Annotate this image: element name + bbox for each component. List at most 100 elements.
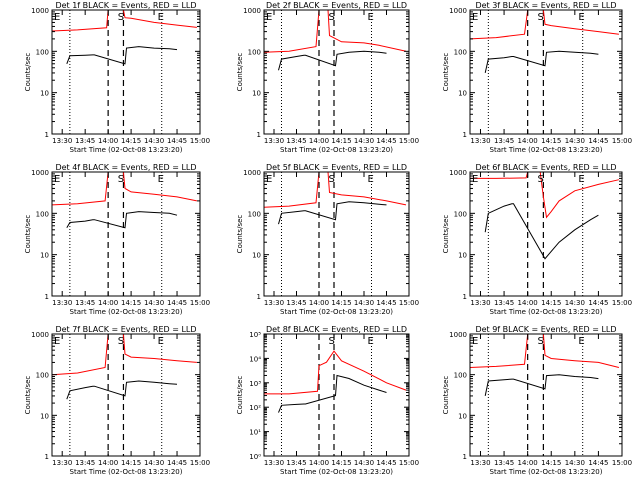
x-tick-label: 14:00 — [518, 137, 538, 145]
event-marker: S — [329, 12, 335, 23]
x-tick-label: 13:30 — [52, 137, 72, 145]
y-tick-label: 10 — [458, 252, 467, 260]
chart-title: Det 6f BLACK = Events, RED = LLD — [475, 163, 616, 172]
y-axis-label: Counts/sec — [442, 376, 450, 415]
x-tick-label: 15:00 — [612, 299, 632, 307]
x-tick-label: 15:00 — [399, 459, 419, 467]
events-series-line — [484, 50, 599, 74]
x-tick-label: 14:30 — [354, 299, 374, 307]
y-tick-label: 10 — [458, 412, 467, 420]
x-tick-label: 13:30 — [470, 299, 490, 307]
x-axis-label: Start Time (02-Oct-08 13:23:20) — [70, 146, 183, 154]
event-marker: S — [329, 174, 335, 185]
plot-frame — [469, 333, 623, 457]
x-tick-label: 14:15 — [121, 137, 141, 145]
x-tick-label: 15:00 — [612, 137, 632, 145]
x-tick-label: 14:15 — [541, 459, 561, 467]
events-series-line — [278, 201, 387, 225]
event-marker: E — [578, 336, 584, 347]
y-tick-label: 100 — [248, 210, 261, 218]
x-tick-label: 14:15 — [541, 299, 561, 307]
y-tick-label: 10³ — [249, 380, 261, 388]
event-marker: E — [578, 12, 584, 23]
x-tick-label: 14:00 — [309, 137, 329, 145]
x-tick-label: 13:45 — [75, 137, 95, 145]
x-axis-label: Start Time (02-Oct-08 13:23:20) — [490, 308, 603, 316]
event-marker: E — [472, 336, 478, 347]
x-axis-label: Start Time (02-Oct-08 13:23:20) — [280, 308, 393, 316]
x-axis-label: Start Time (02-Oct-08 13:23:20) — [490, 146, 603, 154]
chart-title: Det 2f BLACK = Events, RED = LLD — [266, 1, 407, 10]
y-axis-label: Counts/sec — [442, 53, 450, 92]
y-tick-label: 100 — [454, 210, 467, 218]
y-tick-label: 10 — [252, 90, 261, 98]
x-tick-label: 14:30 — [565, 459, 585, 467]
y-tick-label: 1000 — [449, 169, 467, 177]
events-series-line — [278, 50, 387, 71]
x-tick-label: 13:45 — [494, 299, 514, 307]
y-axis-label: Counts/sec — [236, 53, 244, 92]
x-tick-label: 14:30 — [354, 459, 374, 467]
plot-frame — [469, 9, 623, 135]
x-tick-label: 13:45 — [75, 299, 95, 307]
y-tick-label: 1000 — [31, 7, 49, 15]
plot-frame — [51, 333, 201, 457]
y-tick-label: 10 — [458, 90, 467, 98]
y-tick-label: 10² — [249, 404, 261, 412]
lld-series-line — [51, 171, 197, 206]
y-axis-label: Counts/sec — [24, 53, 32, 92]
x-tick-label: 15:00 — [190, 459, 210, 467]
event-marker: E — [368, 12, 374, 23]
event-marker: S — [538, 174, 544, 185]
plot-frame — [51, 171, 201, 297]
events-series-line — [484, 203, 599, 260]
event-marker: E — [266, 12, 272, 23]
y-tick-label: 1000 — [449, 331, 467, 339]
x-tick-label: 14:45 — [167, 459, 187, 467]
chart-panel: Det 9f BLACK = Events, RED = LLD 1 10 100 10… — [442, 325, 632, 476]
chart-panel: Det 3f BLACK = Events, RED = LLD 1 10 100 10… — [442, 1, 632, 154]
x-tick-label: 13:30 — [264, 137, 284, 145]
events-series-line — [66, 46, 178, 65]
x-tick-label: 15:00 — [190, 137, 210, 145]
x-tick-label: 14:30 — [565, 299, 585, 307]
event-marker: E — [266, 174, 272, 185]
chart-title: Det 9f BLACK = Events, RED = LLD — [475, 325, 616, 334]
event-marker: E — [472, 12, 478, 23]
event-marker: S — [538, 336, 544, 347]
event-marker: E — [54, 12, 60, 23]
chart-title: Det 1f BLACK = Events, RED = LLD — [55, 1, 196, 10]
x-tick-label: 14:45 — [588, 299, 608, 307]
y-tick-label: 1000 — [449, 7, 467, 15]
x-tick-label: 14:45 — [588, 137, 608, 145]
events-series-line — [278, 374, 387, 413]
x-tick-label: 14:45 — [376, 459, 396, 467]
event-marker: E — [54, 336, 60, 347]
x-tick-label: 14:15 — [121, 299, 141, 307]
lld-series-line — [469, 9, 619, 40]
event-marker: E — [158, 12, 164, 23]
x-tick-label: 14:45 — [167, 137, 187, 145]
x-tick-label: 14:30 — [144, 299, 164, 307]
chart-panel: Det 4f BLACK = Events, RED = LLD 1 10 100 10… — [24, 163, 210, 316]
y-axis-label: Counts/sec — [236, 376, 244, 415]
event-marker: E — [368, 174, 374, 185]
lld-series-line — [51, 333, 197, 376]
event-marker: E — [472, 174, 478, 185]
y-tick-label: 100 — [36, 48, 49, 56]
x-tick-label: 15:00 — [612, 459, 632, 467]
plot-frame — [51, 9, 201, 135]
chart-title: Det 7f BLACK = Events, RED = LLD — [55, 325, 196, 334]
x-axis-label: Start Time (02-Oct-08 13:23:20) — [490, 468, 603, 476]
chart-panel: Det 8f BLACK = Events, RED = LLD 10⁰ 10¹ 10… — [236, 325, 419, 476]
event-marker: E — [54, 174, 60, 185]
y-tick-label: 1 — [45, 131, 49, 139]
x-tick-label: 14:15 — [331, 459, 351, 467]
x-tick-label: 13:45 — [494, 459, 514, 467]
lld-series-line — [263, 171, 407, 208]
x-tick-label: 14:45 — [167, 299, 187, 307]
chart-title: Det 3f BLACK = Events, RED = LLD — [475, 1, 616, 10]
event-marker: S — [118, 174, 124, 185]
x-tick-label: 14:45 — [588, 459, 608, 467]
